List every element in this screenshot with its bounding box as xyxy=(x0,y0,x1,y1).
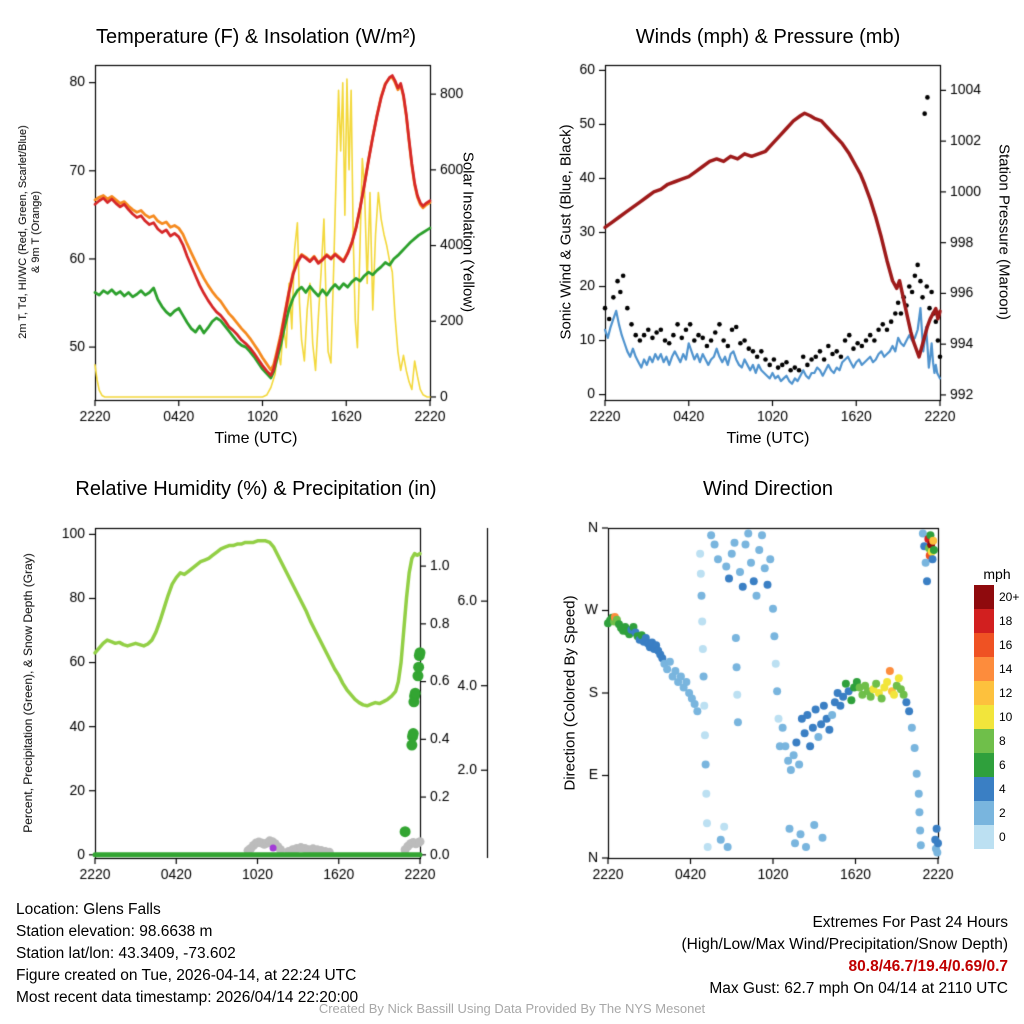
legend-swatch xyxy=(974,681,994,705)
legend-swatch xyxy=(974,777,994,801)
extremes-title: Extremes For Past 24 Hours xyxy=(812,914,1008,931)
legend-label: 6 xyxy=(999,758,1006,772)
wind-speed-legend: mph 20+ 18 16 14 12 10 8 6 4 2 0 xyxy=(974,566,1020,849)
station-latlon: Station lat/lon: 43.3409, -73.602 xyxy=(16,945,236,962)
panel-winds-pressure: Winds (mph) & Pressure (mb) Sonic Wind &… xyxy=(512,0,1024,470)
legend-label: 14 xyxy=(999,662,1013,676)
legend-label: 12 xyxy=(999,686,1013,700)
temp-y-axis-label-right: Solar Insolation (Yellow) xyxy=(459,151,477,313)
chart-title-winds: Winds (mph) & Pressure (mb) xyxy=(635,26,901,48)
extremes-subtitle: (High/Low/Max Wind/Precipitation/Snow De… xyxy=(681,936,1009,953)
legend-swatch xyxy=(974,801,994,825)
legend-rows: 20+ 18 16 14 12 10 8 6 4 2 0 xyxy=(974,585,1020,849)
chart-title-temperature: Temperature (F) & Insolation (W/m²) xyxy=(95,26,417,48)
wind-direction-plot xyxy=(512,470,1024,905)
temp-x-axis-label: Time (UTC) xyxy=(214,430,298,447)
legend-row: 12 xyxy=(974,681,1020,705)
legend-swatch xyxy=(974,825,994,849)
station-location: Location: Glens Falls xyxy=(16,901,161,918)
max-gust: Max Gust: 62.7 mph On 04/14 at 2110 UTC xyxy=(709,980,1008,997)
legend-swatch xyxy=(974,753,994,777)
legend-row: 4 xyxy=(974,777,1020,801)
legend-row: 2 xyxy=(974,801,1020,825)
legend-swatch xyxy=(974,609,994,633)
legend-row: 16 xyxy=(974,633,1020,657)
legend-title: mph xyxy=(983,566,1011,582)
legend-swatch xyxy=(974,633,994,657)
extremes-values: 80.8/46.7/19.4/0.69/0.7 xyxy=(848,958,1008,975)
legend-row: 20+ xyxy=(974,585,1020,609)
panel-humidity-precip: Relative Humidity (%) & Precipitation (i… xyxy=(0,470,512,905)
temp-y-axis-label-left: 2m T, Td, HI/WC (Red, Green, Scarlet/Blu… xyxy=(17,125,43,339)
legend-label: 8 xyxy=(999,734,1006,748)
temperature-insolation-plot xyxy=(0,0,512,470)
legend-swatch xyxy=(974,729,994,753)
extremes-info: Extremes For Past 24 Hours (High/Low/Max… xyxy=(682,912,1009,1000)
temp-y-axis-label-line1: 2m T, Td, HI/WC (Red, Green, Scarlet/Blu… xyxy=(17,125,29,339)
humidity-y-axis-label-left: Percent, Precipitation (Green), & Snow D… xyxy=(21,553,35,833)
legend-label: 18 xyxy=(999,614,1013,628)
legend-swatch xyxy=(974,657,994,681)
winds-x-axis-label: Time (UTC) xyxy=(726,430,810,447)
legend-label: 20+ xyxy=(999,590,1020,604)
legend-row: 6 xyxy=(974,753,1020,777)
legend-label: 4 xyxy=(999,782,1006,796)
legend-label: 10 xyxy=(999,710,1013,724)
winds-pressure-plot xyxy=(512,0,1024,470)
legend-row: 8 xyxy=(974,729,1020,753)
credit-line: Created By Nick Bassill Using Data Provi… xyxy=(318,1001,706,1016)
station-info: Location: Glens Falls Station elevation:… xyxy=(16,899,358,1009)
data-timestamp: Most recent data timestamp: 2026/04/14 2… xyxy=(16,989,359,1006)
station-elevation: Station elevation: 98.6638 m xyxy=(16,923,213,940)
legend-row: 10 xyxy=(974,705,1020,729)
winds-y-axis-label-right: Station Pressure (Maroon) xyxy=(995,144,1013,320)
chart-title-humidity: Relative Humidity (%) & Precipitation (i… xyxy=(75,478,437,500)
temp-y-axis-label-line2: & 9m T (Orange) xyxy=(30,190,42,274)
legend-row: 0 xyxy=(974,825,1020,849)
legend-row: 14 xyxy=(974,657,1020,681)
winds-y-axis-label-left: Sonic Wind & Gust (Blue, Black) xyxy=(557,124,575,340)
humidity-precip-plot xyxy=(0,470,512,905)
panel-wind-direction: Wind Direction Direction (Colored By Spe… xyxy=(512,470,1024,905)
legend-swatch xyxy=(974,705,994,729)
legend-label: 2 xyxy=(999,806,1006,820)
legend-swatch xyxy=(974,585,994,609)
figure-created: Figure created on Tue, 2026-04-14, at 22… xyxy=(16,967,357,984)
wind-direction-y-axis-label: Direction (Colored By Speed) xyxy=(561,595,579,791)
legend-row: 18 xyxy=(974,609,1020,633)
legend-label: 16 xyxy=(999,638,1013,652)
chart-title-wind-direction: Wind Direction xyxy=(702,478,834,500)
panel-temperature-insolation: Temperature (F) & Insolation (W/m²) 2m T… xyxy=(0,0,512,470)
legend-label: 0 xyxy=(999,830,1006,844)
